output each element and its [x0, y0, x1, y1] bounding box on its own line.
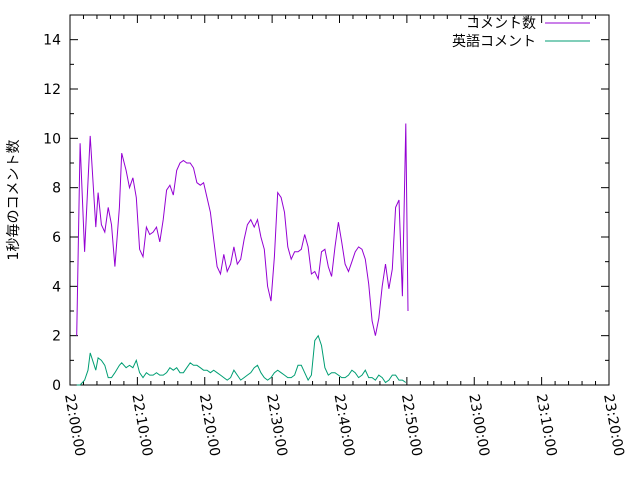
x-tick-label: 22:50:00 — [398, 393, 425, 458]
legend-label-0: コメント数 — [466, 16, 536, 32]
legend-label-1: 英語コメント — [452, 33, 536, 50]
series-line-0 — [76, 123, 409, 336]
x-tick-label: 23:00:00 — [465, 393, 492, 458]
x-tick-label: 22:20:00 — [196, 393, 223, 458]
y-tick-label: 12 — [43, 82, 61, 98]
y-tick-label: 6 — [52, 230, 61, 246]
x-tick-label: 22:30:00 — [263, 393, 290, 458]
axes: 0 2 4 6 8 10 12 14 22:00:00 22:10:00 22:20:00 22:30… — [43, 14, 627, 458]
plot-frame — [69, 14, 610, 386]
y-tick-label: 14 — [43, 33, 61, 49]
y-axis-label: 1秒毎のコメント数 — [6, 140, 22, 261]
x-tick-label: 23:20:00 — [600, 393, 627, 458]
y-tick-label: 2 — [52, 329, 61, 345]
y-tick-label: 10 — [43, 131, 61, 147]
x-tick-label: 22:00:00 — [61, 393, 88, 458]
y-tick-label: 8 — [52, 181, 61, 197]
x-tick-label: 22:10:00 — [128, 393, 155, 458]
y-tick-label: 0 — [52, 378, 61, 394]
x-tick-label: 22:40:00 — [331, 393, 358, 458]
x-tick-label: 23:10:00 — [533, 393, 560, 458]
series-lines — [76, 123, 409, 386]
series-line-1 — [76, 334, 407, 386]
y-tick-label: 4 — [52, 279, 61, 295]
